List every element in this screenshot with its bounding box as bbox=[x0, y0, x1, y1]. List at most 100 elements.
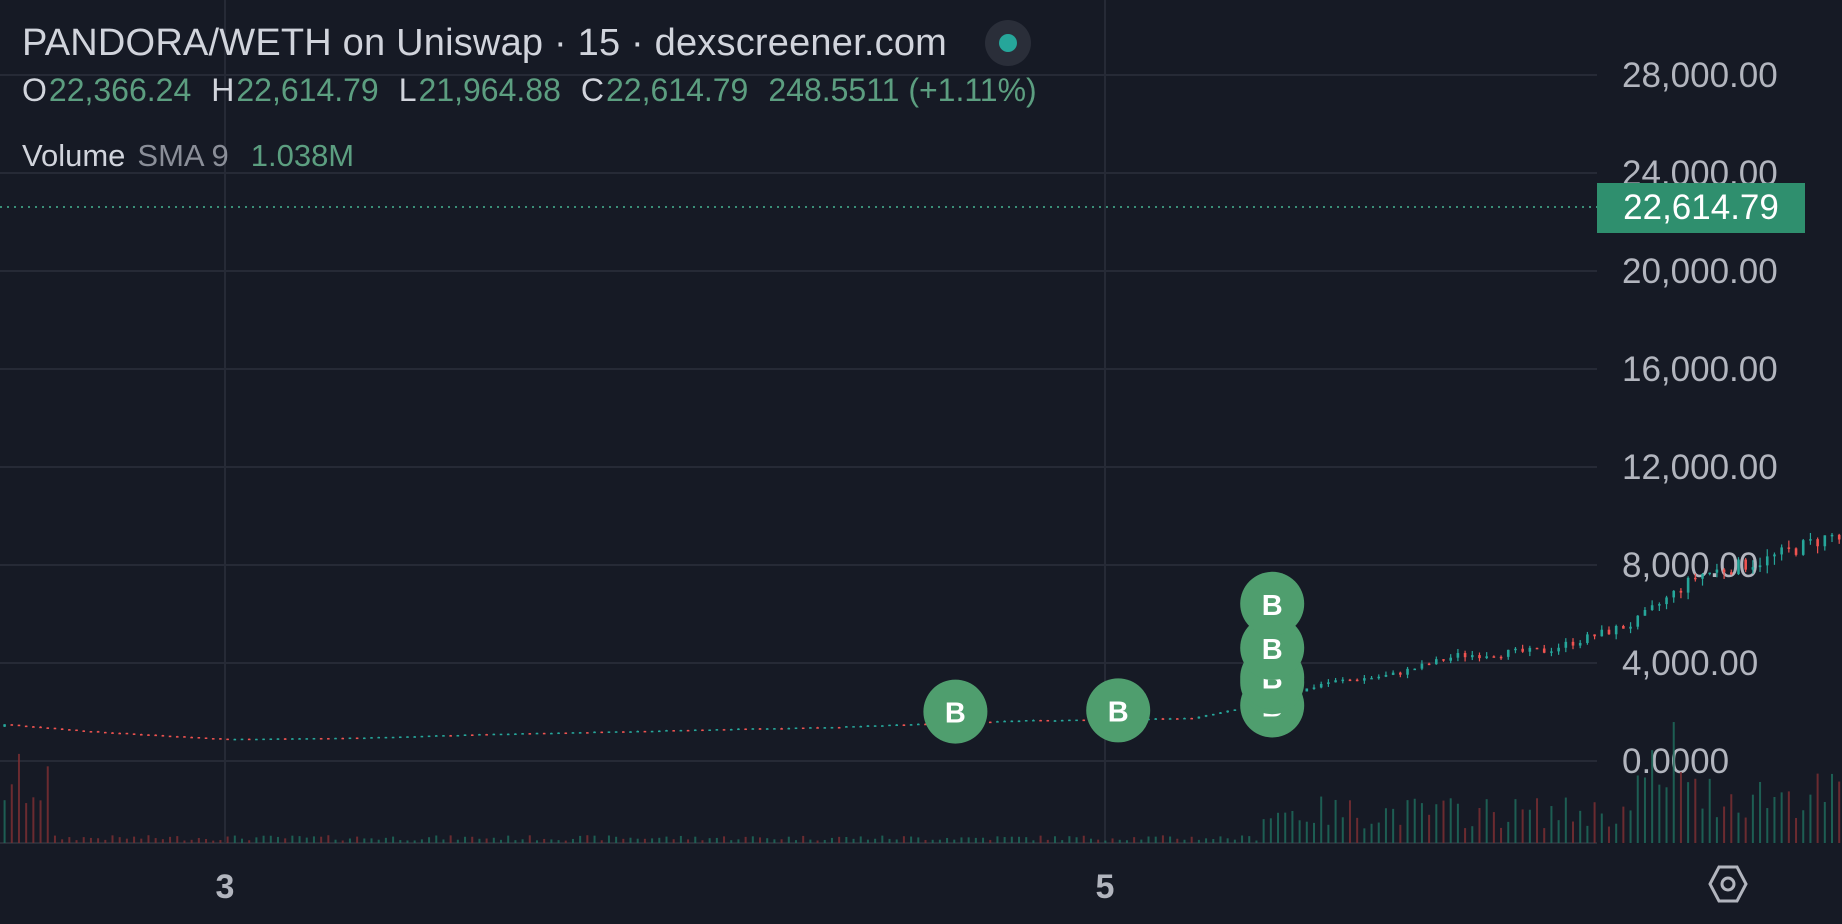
volume-bar bbox=[1269, 818, 1272, 843]
buy-marker[interactable]: B bbox=[1240, 571, 1305, 636]
volume-bar bbox=[1233, 839, 1236, 843]
candle bbox=[125, 732, 129, 735]
candle bbox=[154, 734, 157, 737]
candle bbox=[758, 728, 762, 730]
candle bbox=[262, 738, 265, 741]
candle bbox=[1758, 565, 1762, 568]
volume-bar bbox=[1025, 837, 1028, 843]
volume-bar bbox=[1802, 810, 1805, 843]
volume-bar bbox=[269, 835, 272, 843]
candle bbox=[1658, 604, 1661, 606]
candle bbox=[370, 737, 373, 739]
candle bbox=[888, 724, 891, 727]
volume-bar bbox=[643, 838, 646, 843]
candle bbox=[269, 738, 273, 741]
volume-bar bbox=[1305, 821, 1308, 843]
candle bbox=[391, 736, 395, 739]
volume-bar bbox=[910, 836, 913, 843]
candle bbox=[557, 732, 560, 735]
volume-bar bbox=[636, 838, 639, 843]
volume-bar bbox=[298, 836, 301, 843]
volume-bar bbox=[1572, 821, 1575, 843]
candle bbox=[32, 726, 35, 728]
volume-bar bbox=[1125, 840, 1128, 843]
candle bbox=[1780, 547, 1783, 555]
candle bbox=[801, 727, 805, 730]
candle bbox=[1053, 720, 1057, 722]
volume-bar bbox=[1370, 823, 1373, 843]
candle bbox=[1672, 590, 1676, 598]
volume-bar bbox=[1075, 837, 1078, 843]
buy-marker[interactable]: B bbox=[923, 679, 988, 744]
volume-bar bbox=[1694, 778, 1697, 843]
volume-bar bbox=[1406, 800, 1409, 843]
volume-bar bbox=[140, 838, 143, 843]
volume-bar bbox=[874, 838, 877, 843]
volume-bar bbox=[1672, 722, 1675, 843]
buy-marker[interactable]: B bbox=[1086, 678, 1151, 743]
volume-bar bbox=[377, 839, 380, 843]
marker-label: B bbox=[1108, 696, 1129, 728]
open-value: 22,366.24 bbox=[48, 72, 192, 108]
candle bbox=[1082, 719, 1086, 722]
volume-bar bbox=[1298, 820, 1301, 843]
candle bbox=[1593, 634, 1596, 637]
volume-bar bbox=[1183, 839, 1186, 843]
volume-bar bbox=[701, 840, 704, 843]
candle bbox=[1737, 559, 1740, 575]
candle bbox=[1161, 718, 1165, 720]
volume-bar bbox=[946, 837, 949, 843]
volume-bar bbox=[97, 838, 100, 843]
buy-marker[interactable]: B bbox=[1240, 615, 1305, 680]
candle bbox=[1535, 647, 1539, 650]
ohlc-row: O 22,366.24 H 22,614.79 L 21,964.88 C 22… bbox=[22, 72, 1037, 118]
chart-settings-button[interactable] bbox=[1708, 864, 1748, 904]
candle bbox=[82, 730, 86, 732]
volume-bar bbox=[435, 835, 438, 843]
volume-bar bbox=[1212, 839, 1215, 843]
volume-bar bbox=[1579, 810, 1582, 843]
y-tick-label: 8,000.00 bbox=[1622, 546, 1758, 585]
candle bbox=[96, 731, 100, 733]
candle bbox=[75, 729, 78, 732]
candle bbox=[1564, 641, 1568, 648]
candle bbox=[456, 735, 460, 737]
candle bbox=[449, 735, 452, 737]
volume-sma-label: SMA 9 bbox=[137, 138, 229, 173]
candle bbox=[823, 727, 827, 729]
candle bbox=[830, 727, 834, 729]
candle bbox=[909, 724, 913, 726]
candle bbox=[226, 738, 229, 741]
volume-bar bbox=[1068, 836, 1071, 843]
live-status-icon bbox=[999, 34, 1018, 52]
candle bbox=[1219, 712, 1222, 714]
y-tick-label: 28,000.00 bbox=[1622, 56, 1778, 95]
candle bbox=[1744, 559, 1747, 570]
live-status-button[interactable] bbox=[985, 20, 1032, 66]
candle bbox=[751, 728, 755, 730]
marker-circle bbox=[1086, 678, 1151, 743]
candle bbox=[1600, 629, 1604, 637]
candle bbox=[1399, 672, 1402, 675]
volume-bar bbox=[550, 839, 553, 843]
volume-bar bbox=[176, 836, 179, 843]
candle bbox=[219, 738, 222, 740]
volume-bar bbox=[845, 837, 848, 843]
volume-bar bbox=[456, 839, 459, 843]
candle bbox=[794, 727, 798, 730]
candle bbox=[852, 726, 855, 728]
volume-bar bbox=[1600, 813, 1603, 843]
candle bbox=[1420, 663, 1424, 669]
volume-bar bbox=[1751, 794, 1754, 843]
candle bbox=[1636, 615, 1640, 627]
volume-bar bbox=[276, 836, 279, 843]
candle bbox=[1686, 577, 1690, 593]
volume-bar bbox=[751, 836, 754, 843]
volume-bar bbox=[607, 835, 610, 843]
candle bbox=[190, 736, 193, 739]
volume-bar bbox=[1291, 810, 1294, 843]
volume-bar bbox=[500, 839, 503, 843]
candle bbox=[1168, 718, 1172, 720]
candle bbox=[420, 735, 424, 738]
